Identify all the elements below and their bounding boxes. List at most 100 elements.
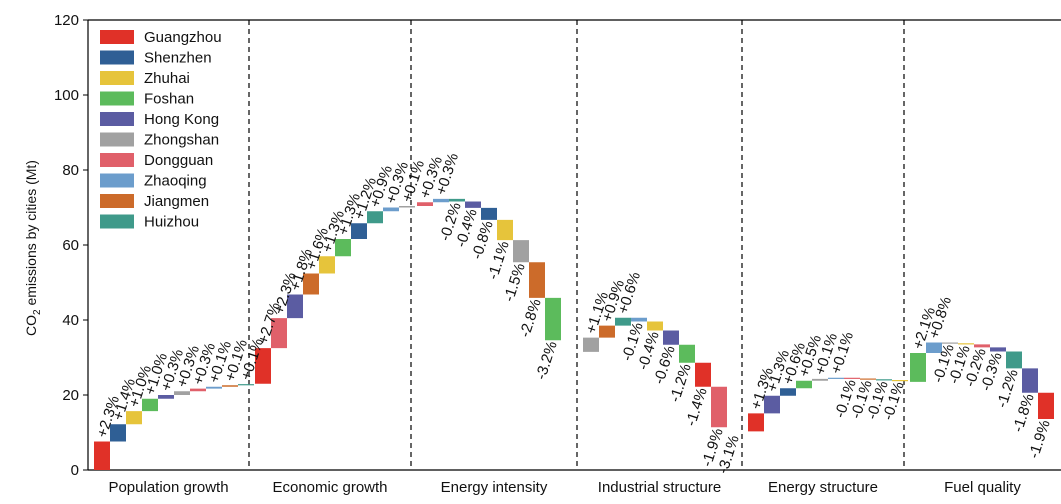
x-group-label: Energy intensity [441,479,548,496]
data-label: -2.8% [517,297,545,340]
axes: 0 20 40 60 80 100 120 [54,12,1061,479]
data-label: -1.9% [1026,418,1054,461]
bar-fuel-quality-zhaoqing [926,342,942,353]
bar-industrial-structure-jiangmen [599,325,615,338]
legend-label-zhuhai: Zhuhai [144,70,190,87]
bar-economic-growth-guangzhou [255,348,271,384]
legend-swatch-foshan [100,91,134,106]
bar-energy-intensity-zhuhai [497,219,513,241]
legend-swatch-zhaoqing [100,173,134,188]
bar-fuel-quality-dongguan [974,344,990,348]
bar-economic-growth-foshan [335,239,351,257]
bar-population-growth-guangzhou [94,441,110,470]
bar-energy-structure-guangzhou [748,413,764,432]
legend-swatch-guangzhou [100,30,134,44]
bar-fuel-quality-hong-kong [990,347,1006,352]
bar-energy-structure-hong-kong [764,395,780,414]
legend-label-huizhou: Huizhou [144,214,199,231]
bar-fuel-quality-zhongshan [942,342,958,344]
data-labels: Population growth+2.3%+1.4%+1.0%+1.0%+0.… [94,151,1054,496]
bar-fuel-quality-guangzhou [1038,392,1054,419]
bar-population-growth-zhongshan [174,391,190,395]
bar-fuel-quality-huizhou [1006,351,1022,369]
y-tick-label: 60 [62,237,79,254]
bar-industrial-structure-hong-kong [663,330,679,345]
bar-economic-growth-dongguan [271,318,287,349]
data-label: -3.2% [533,339,561,382]
bar-industrial-structure-zhuhai [647,321,663,331]
legend-swatch-zhuhai [100,71,134,85]
y-tick-label: 100 [54,87,79,104]
legend-swatch-shenzhen [100,50,134,65]
data-label: -1.4% [683,386,711,429]
legend-swatch-dongguan [100,153,134,167]
legend-label-jiangmen: Jiangmen [144,193,209,210]
y-axis-label: CO2 emissions by cities (Mt) [23,160,43,336]
bar-population-growth-zhuhai [126,411,142,425]
legend-swatch-huizhou [100,214,134,229]
bar-industrial-structure-dongguan [711,386,727,428]
bar-industrial-structure-foshan [679,344,695,363]
x-group-label: Population growth [108,479,228,496]
bar-fuel-quality-zhuhai [958,343,974,345]
bar-population-growth-zhaoqing [206,386,222,389]
bar-energy-structure-huizhou [876,379,892,381]
bar-energy-structure-zhongshan [812,378,828,381]
legend-swatch-jiangmen [100,194,134,208]
bar-industrial-structure-huizhou [615,317,631,326]
y-tick-label: 20 [62,387,79,404]
bar-population-growth-huizhou [238,384,254,386]
bar-fuel-quality-hong-kong [1022,368,1038,393]
bar-economic-growth-zhaoqing [383,207,399,212]
bar-industrial-structure-guangzhou [695,362,711,387]
y-tick-label: 80 [62,162,79,179]
bar-population-growth-jiangmen [222,385,238,387]
bar-energy-structure-zhaoqing [828,377,844,379]
legend-label-foshan: Foshan [144,91,194,108]
x-group-label: Fuel quality [944,479,1021,496]
legend-swatch-zhongshan [100,132,134,147]
bar-population-growth-hong-kong [158,395,174,399]
legend-label-hong-kong: Hong Kong [144,111,219,128]
legend: Guangzhou Shenzhen Zhuhai Foshan Hong Kong Zh… [100,29,222,231]
bar-energy-intensity-zhaoqing [433,198,449,203]
x-group-label: Industrial structure [598,479,721,496]
bar-economic-growth-huizhou [367,211,383,224]
bar-population-growth-foshan [142,398,158,412]
x-group-label: Energy structure [768,479,878,496]
bar-energy-intensity-foshan [545,297,561,341]
y-tick-label: 0 [71,462,79,479]
y-tick-label: 120 [54,12,79,29]
bar-energy-intensity-zhongshan [513,240,529,263]
legend-label-zhaoqing: Zhaoqing [144,173,207,190]
bar-energy-structure-jiangmen [860,378,876,380]
bar-energy-structure-dongguan [844,377,860,379]
legend-swatch-hong-kong [100,112,134,126]
bar-energy-intensity-shenzhen [481,207,497,220]
legend-label-guangzhou: Guangzhou [144,29,222,46]
bar-economic-growth-zhuhai [319,256,335,274]
group-separators [248,20,905,470]
bar-energy-intensity-hong-kong [465,201,481,208]
bar-economic-growth-hong-kong [287,294,303,319]
bar-fuel-quality-foshan [910,353,926,382]
bar-industrial-structure-zhongshan [583,337,599,352]
bar-industrial-structure-zhaoqing [631,317,647,322]
bar-economic-growth-jiangmen [303,273,319,295]
bar-economic-growth-zhongshan [399,206,415,208]
bar-energy-intensity-huizhou [449,198,465,202]
bar-population-growth-dongguan [190,388,206,392]
bar-energy-intensity-dongguan [417,202,433,206]
x-group-label: Economic growth [272,479,387,496]
legend-label-shenzhen: Shenzhen [144,50,212,67]
bar-energy-structure-foshan [796,380,812,389]
bar-energy-structure-shenzhen [780,388,796,396]
bars [94,198,1054,470]
bar-population-growth-shenzhen [110,424,126,442]
bar-economic-growth-shenzhen [351,223,367,239]
bar-energy-intensity-jiangmen [529,262,545,298]
legend-label-dongguan: Dongguan [144,152,213,169]
y-tick-label: 40 [62,312,79,329]
